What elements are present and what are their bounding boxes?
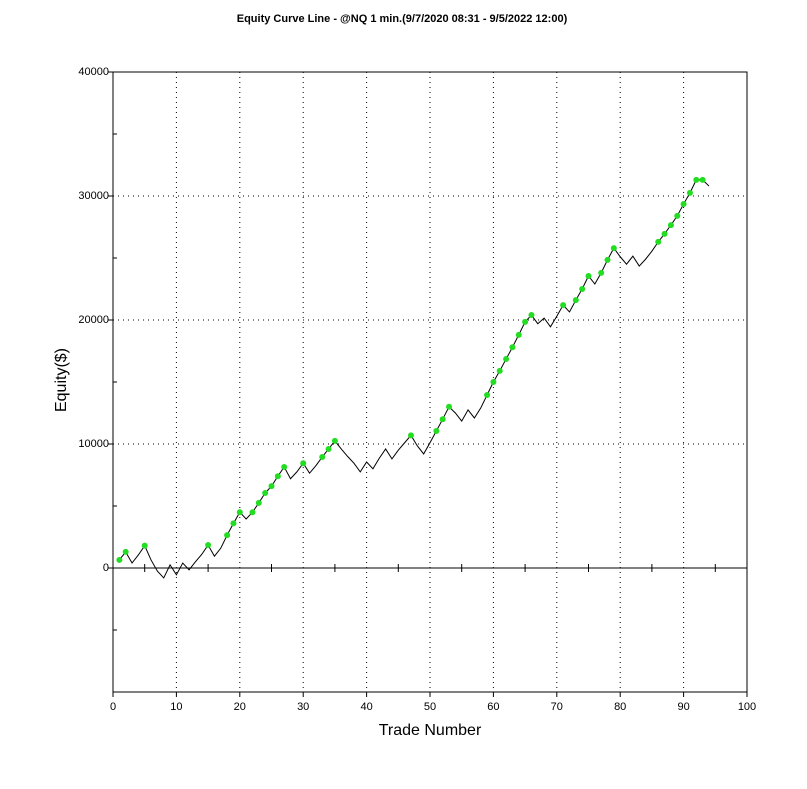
high-marker (509, 344, 516, 351)
high-marker (230, 520, 237, 527)
high-marker (262, 489, 269, 496)
high-marker (579, 286, 586, 292)
high-marker (655, 238, 662, 245)
x-tick-label: 80 (614, 701, 626, 713)
high-marker (249, 509, 256, 516)
y-tick-label: 20000 (78, 314, 109, 326)
high-marker (503, 356, 510, 363)
high-marker (439, 416, 446, 423)
high-marker (255, 499, 262, 506)
high-marker (496, 367, 503, 374)
high-marker (604, 256, 611, 263)
x-tick-label: 90 (677, 701, 689, 713)
x-tick-label: 70 (551, 701, 563, 713)
high-marker (528, 312, 535, 319)
high-marker (686, 189, 693, 196)
high-marker (661, 230, 668, 237)
high-marker (560, 302, 567, 309)
high-marker (300, 460, 307, 467)
chart-title: Equity Curve Line - @NQ 1 min.(9/7/2020 … (237, 13, 568, 25)
high-marker (331, 437, 338, 444)
high-marker (268, 483, 275, 490)
high-marker (693, 176, 700, 183)
high-marker (680, 201, 687, 208)
high-marker (667, 222, 674, 229)
high-marker (433, 427, 440, 434)
x-tick-label: 0 (110, 701, 116, 713)
high-marker (572, 297, 579, 304)
high-marker (610, 245, 617, 252)
x-tick-label: 50 (424, 701, 436, 713)
y-tick-label: 0 (103, 562, 109, 574)
high-marker (319, 454, 326, 461)
x-tick-label: 100 (738, 701, 756, 713)
high-marker (224, 532, 231, 539)
y-tick-label: 30000 (78, 190, 109, 202)
y-tick-label: 10000 (78, 438, 109, 450)
high-marker (122, 548, 129, 555)
high-marker (446, 403, 453, 410)
high-marker (236, 509, 243, 516)
x-tick-label: 30 (297, 701, 309, 713)
x-tick-label: 10 (170, 701, 182, 713)
high-marker (274, 473, 281, 480)
x-tick-label: 60 (487, 701, 499, 713)
high-marker (205, 542, 212, 549)
y-axis-label: Equity($) (53, 348, 70, 412)
high-marker (325, 445, 332, 452)
y-tick-label: 40000 (78, 66, 109, 78)
high-marker (699, 176, 706, 183)
x-tick-label: 20 (234, 701, 246, 713)
high-marker (484, 392, 491, 399)
high-marker (515, 331, 522, 338)
high-marker (490, 379, 497, 385)
high-marker (141, 542, 148, 549)
high-marker (281, 463, 288, 470)
x-tick-label: 40 (360, 701, 372, 713)
x-axis-label: Trade Number (379, 722, 482, 739)
high-marker (585, 272, 592, 279)
high-marker (407, 432, 414, 439)
high-marker (522, 318, 529, 325)
plot-frame (112, 71, 748, 693)
high-marker (598, 269, 605, 276)
high-marker (674, 212, 681, 219)
equity-line (118, 179, 710, 579)
high-marker (116, 556, 123, 563)
